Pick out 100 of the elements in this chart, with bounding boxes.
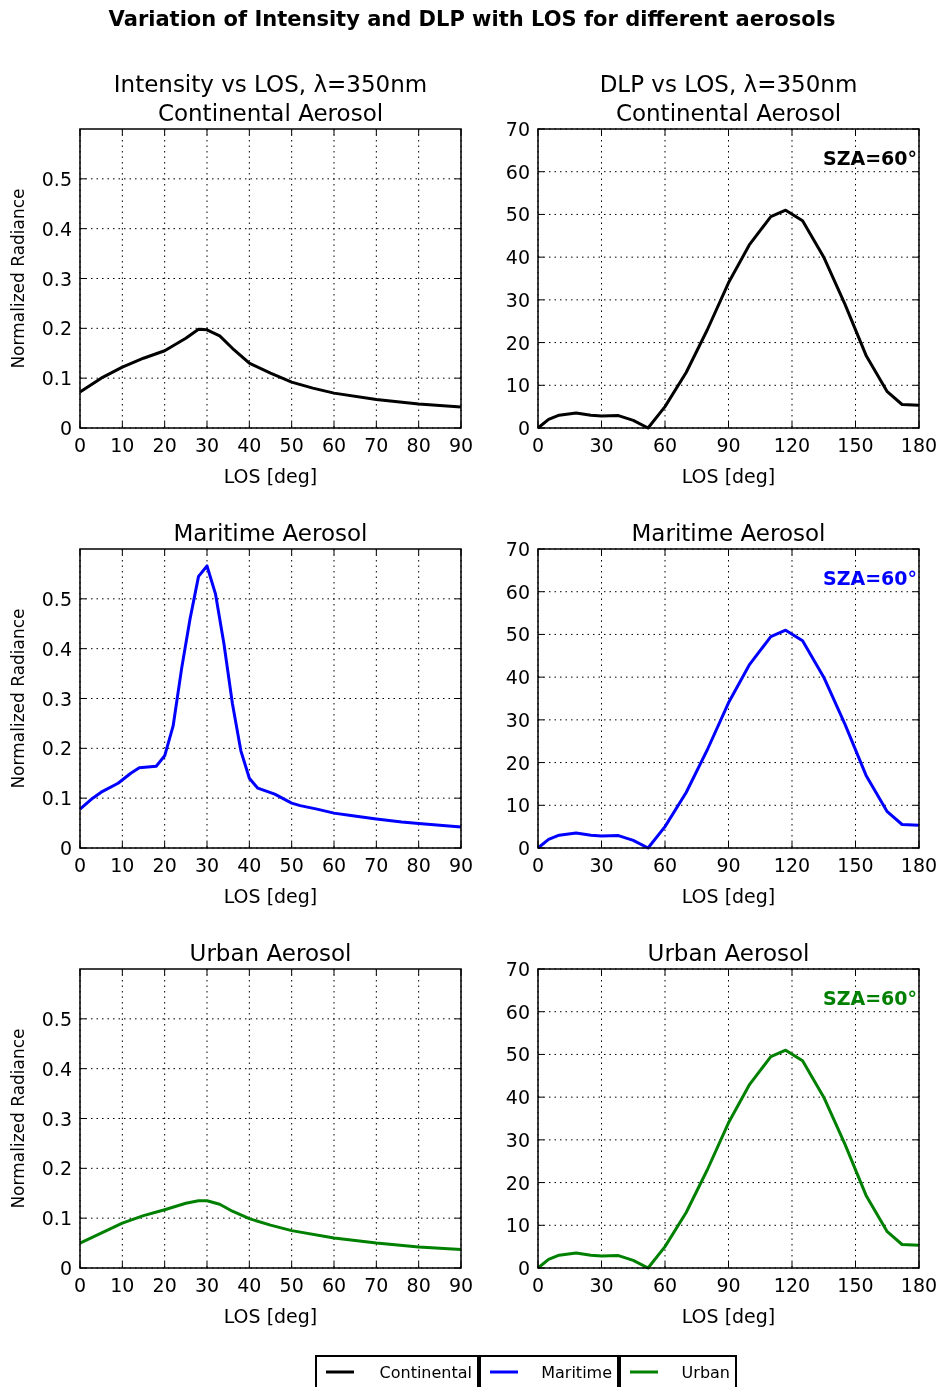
x-axis-title: LOS [deg]: [223, 885, 318, 907]
y-tick-label: 60: [505, 160, 530, 183]
y-tick-label: 0.5: [41, 167, 72, 190]
legend-label: Continental: [379, 1363, 472, 1382]
line-series: [78, 1199, 463, 1252]
y-tick-label: 70: [505, 118, 530, 140]
chart-title: DLP vs LOS, λ=350nm: [599, 71, 858, 97]
x-tick-label: 90: [716, 1274, 741, 1296]
x-tick-label: 70: [364, 854, 389, 876]
y-tick-label: 20: [505, 1171, 530, 1194]
y-axis-title: Normalized Radiance: [8, 188, 28, 369]
x-tick-label: 50: [279, 854, 304, 876]
y-tick-label: 30: [505, 1128, 530, 1151]
y-axis-title: Normalized Radiance: [8, 1028, 28, 1209]
y-tick-label: 0.2: [41, 1157, 72, 1180]
x-tick-label: 50: [279, 434, 304, 456]
x-tick-label: 0: [73, 1274, 87, 1296]
chart-subtitle: Continental Aerosol: [157, 100, 384, 126]
y-tick-label: 10: [505, 794, 530, 817]
x-tick-label: 50: [279, 1274, 304, 1296]
x-tick-label: 90: [448, 1274, 474, 1296]
legend-label: Maritime: [541, 1363, 612, 1382]
y-tick-label: 60: [505, 580, 530, 603]
x-tick-label: 40: [237, 1274, 262, 1296]
x-tick-label: 150: [837, 854, 874, 876]
chart-title: Urban Aerosol: [647, 940, 810, 966]
chart-title: Maritime Aerosol: [631, 520, 826, 546]
legend-label: Urban: [681, 1363, 730, 1382]
y-tick-label: 0.3: [41, 267, 72, 290]
y-tick-label: 30: [505, 288, 530, 311]
text: Variation of Intensity and DLP with LOS for different aerosols: [108, 7, 836, 31]
x-tick-label: 60: [652, 1274, 678, 1296]
y-tick-label: 10: [505, 1214, 530, 1237]
y-tick-label: 40: [505, 1086, 530, 1109]
x-tick-label: 0: [73, 434, 87, 456]
annotation: SZA=60°: [822, 147, 917, 169]
chart-subtitle: Continental Aerosol: [615, 100, 842, 126]
y-tick-label: 0: [517, 1257, 530, 1279]
y-tick-label: 0.1: [41, 1207, 72, 1230]
y-tick-label: 0.4: [41, 1057, 72, 1080]
x-tick-label: 80: [406, 434, 431, 456]
x-tick-label: 180: [900, 1274, 938, 1296]
y-axis-title: Normalized Radiance: [8, 608, 28, 789]
chart-title: Intensity vs LOS, λ=350nm: [113, 71, 428, 97]
x-tick-label: 60: [652, 434, 678, 456]
x-tick-label: 90: [448, 434, 474, 456]
y-tick-label: 0.1: [41, 367, 72, 390]
x-tick-label: 120: [773, 854, 811, 876]
x-tick-label: 20: [152, 434, 177, 456]
x-tick-label: 10: [110, 1274, 135, 1296]
y-tick-label: 0.4: [41, 217, 72, 240]
x-tick-label: 0: [73, 854, 87, 876]
x-tick-label: 150: [837, 1274, 874, 1296]
y-tick-label: 0.3: [41, 687, 72, 710]
x-tick-label: 90: [716, 434, 741, 456]
x-axis-title: LOS [deg]: [681, 885, 776, 907]
x-tick-label: 120: [773, 1274, 811, 1296]
chart-title: Maritime Aerosol: [173, 520, 368, 546]
x-tick-label: 60: [321, 434, 347, 456]
x-tick-label: 20: [152, 1274, 177, 1296]
x-tick-label: 20: [152, 854, 177, 876]
chart-title: Urban Aerosol: [189, 940, 352, 966]
annotation: SZA=60°: [822, 567, 917, 589]
x-tick-label: 0: [531, 434, 545, 456]
y-tick-label: 60: [505, 1000, 530, 1023]
y-tick-label: 20: [505, 751, 530, 774]
y-tick-label: 0: [59, 837, 72, 859]
y-tick-label: 50: [505, 623, 530, 646]
x-tick-label: 70: [364, 434, 389, 456]
x-tick-label: 70: [364, 1274, 389, 1296]
x-tick-label: 60: [652, 854, 678, 876]
y-tick-label: 20: [505, 331, 530, 354]
x-axis-title: LOS [deg]: [681, 465, 776, 487]
y-tick-label: 10: [505, 374, 530, 397]
y-tick-label: 40: [505, 246, 530, 269]
x-tick-label: 180: [900, 854, 938, 876]
x-tick-label: 30: [589, 1274, 614, 1296]
x-tick-label: 40: [237, 434, 262, 456]
y-tick-label: 0.4: [41, 637, 72, 660]
y-tick-label: 0: [517, 417, 530, 439]
annotation: SZA=60°: [822, 987, 917, 1009]
y-tick-label: 50: [505, 203, 530, 226]
y-tick-label: 0: [59, 1257, 72, 1279]
x-tick-label: 30: [589, 854, 614, 876]
y-tick-label: 0.2: [41, 737, 72, 760]
y-tick-label: 70: [505, 958, 530, 980]
x-tick-label: 120: [773, 434, 811, 456]
x-tick-label: 90: [716, 854, 741, 876]
x-tick-label: 60: [321, 854, 347, 876]
x-tick-label: 90: [448, 854, 474, 876]
y-tick-label: 0.1: [41, 787, 72, 810]
y-tick-label: 50: [505, 1043, 530, 1066]
y-tick-label: 0.3: [41, 1107, 72, 1130]
y-tick-label: 0.5: [41, 1007, 72, 1030]
x-tick-label: 0: [531, 854, 545, 876]
x-tick-label: 30: [589, 434, 614, 456]
x-axis-title: LOS [deg]: [681, 1305, 776, 1327]
x-tick-label: 180: [900, 434, 938, 456]
x-axis-title: LOS [deg]: [223, 1305, 318, 1327]
y-tick-label: 30: [505, 708, 530, 731]
